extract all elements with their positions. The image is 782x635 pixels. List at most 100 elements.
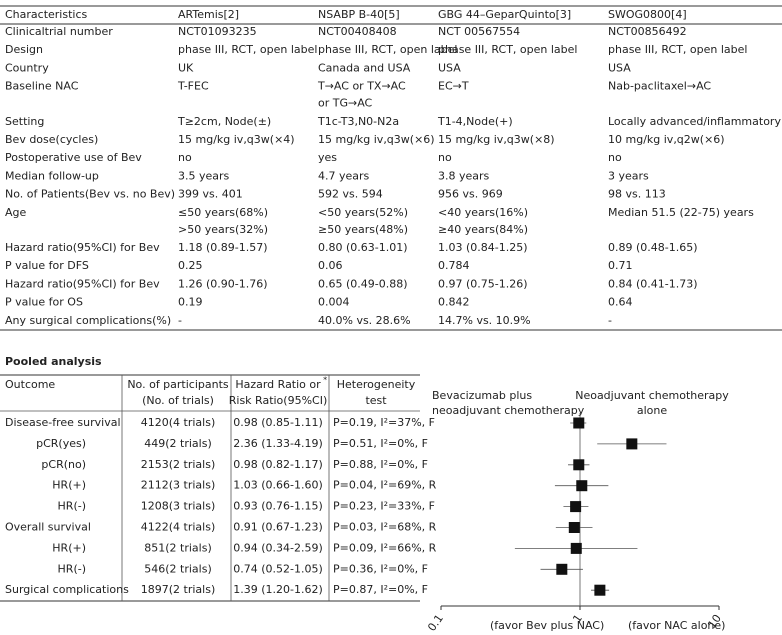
- outcome: Surgical complications: [5, 583, 129, 596]
- table-cell: <40 years(16%): [438, 206, 528, 219]
- table-cell: USA: [608, 61, 631, 74]
- table-cell: Age: [5, 206, 27, 219]
- table-cell: 15 mg/kg iv,q3w(×6): [318, 133, 435, 146]
- table-cell: 0.19: [178, 296, 203, 309]
- table-cell: 1.26 (0.90-1.76): [178, 277, 268, 290]
- table-cell: T1-4,Node(+): [437, 115, 513, 128]
- header-cell: NSABP B-40[5]: [318, 8, 400, 21]
- participants: 449(2 trials): [144, 437, 212, 450]
- forest-left-label: (favor Bev plus NAC): [490, 619, 604, 632]
- participants: 4120(4 trials): [141, 416, 216, 429]
- table-cell: >50 years(32%): [178, 223, 268, 236]
- table-cell: T-FEC: [177, 80, 209, 93]
- table-cell: T1c-T3,N0-N2a: [317, 115, 399, 128]
- outcome: Disease-free survival: [5, 416, 121, 429]
- table-cell: Any surgical complications(%): [5, 314, 171, 327]
- table-cell: 0.89 (0.48-1.65): [608, 241, 698, 254]
- table-cell: ≥40 years(84%): [438, 223, 528, 236]
- table-cell: T→AC or TX→AC: [317, 80, 406, 93]
- forest-left-header: Bevacizumab plus: [432, 389, 532, 402]
- table-cell: 399 vs. 401: [178, 188, 243, 201]
- pooled-header: Outcome: [5, 378, 55, 391]
- participants: 1897(2 trials): [141, 583, 216, 596]
- table-cell: 0.71: [608, 259, 633, 272]
- ratio: 0.74 (0.52-1.05): [233, 562, 323, 575]
- heterogeneity: P=0.03, I²=68%, R: [333, 521, 437, 534]
- pooled-header: No. of participants: [127, 378, 229, 391]
- heterogeneity: P=0.04, I²=69%, R: [333, 479, 437, 492]
- table-cell: Clinicaltrial number: [5, 25, 113, 38]
- table-cell: NCT01093235: [178, 25, 257, 38]
- pooled-header: Hazard Ratio or: [235, 378, 321, 391]
- table-cell: 0.06: [318, 259, 343, 272]
- table-cell: 0.842: [438, 296, 470, 309]
- table-cell: 15 mg/kg iv,q3w(×8): [438, 133, 555, 146]
- ratio: 2.36 (1.33-4.19): [233, 437, 323, 450]
- table-cell: Bev dose(cycles): [5, 133, 98, 146]
- participants: 851(2 trials): [144, 541, 212, 554]
- table-cell: Postoperative use of Bev: [5, 151, 142, 164]
- ratio: 0.91 (0.67-1.23): [233, 521, 323, 534]
- outcome: HR(+): [52, 479, 86, 492]
- note-mark: *: [323, 376, 327, 385]
- ratio: 0.98 (0.82-1.17): [233, 458, 323, 471]
- table-cell: 3 years: [608, 169, 649, 182]
- table-cell: Locally advanced/inflammatory: [608, 115, 781, 128]
- forest-left-header: neoadjuvant chemotherapy: [432, 404, 585, 417]
- estimate-square: [573, 459, 585, 471]
- table-cell: 956 vs. 969: [438, 188, 503, 201]
- estimate-square: [556, 563, 568, 575]
- outcome: HR(-): [58, 562, 86, 575]
- ratio: 0.94 (0.34-2.59): [233, 541, 323, 554]
- participants: 2153(2 trials): [141, 458, 216, 471]
- table-cell: NCT00408408: [318, 25, 397, 38]
- ratio: 0.93 (0.76-1.15): [233, 500, 323, 513]
- heterogeneity: P=0.19, I²=37%, F: [333, 416, 435, 429]
- table-cell: 1.03 (0.84-1.25): [438, 241, 528, 254]
- ratio: 0.98 (0.85-1.11): [233, 416, 323, 429]
- table-cell: No. of Patients(Bev vs. no Bev): [5, 188, 175, 201]
- table-cell: Country: [5, 61, 49, 74]
- table-cell: 0.784: [438, 259, 470, 272]
- table-cell: 0.84 (0.41-1.73): [608, 277, 698, 290]
- table-cell: 4.7 years: [318, 169, 370, 182]
- pooled-header: test: [365, 394, 387, 407]
- table-cell: NCT 00567554: [438, 25, 520, 38]
- estimate-square: [568, 522, 580, 533]
- ratio: 1.03 (0.66-1.60): [233, 479, 323, 492]
- table-cell: 592 vs. 594: [318, 188, 383, 201]
- header-cell: GBG 44–GeparQuinto[3]: [438, 8, 571, 21]
- table-cell: USA: [438, 61, 461, 74]
- table-cell: 15 mg/kg iv,q3w(×4): [178, 133, 295, 146]
- heterogeneity: P=0.36, I²=0%, F: [333, 562, 428, 575]
- table-cell: 3.8 years: [438, 169, 490, 182]
- outcome: HR(+): [52, 541, 86, 554]
- table-cell: T≥2cm, Node(±): [177, 115, 271, 128]
- table-cell: 1.18 (0.89-1.57): [178, 241, 268, 254]
- table-cell: no: [608, 151, 622, 164]
- header-cell: Characteristics: [5, 8, 88, 21]
- table-cell: UK: [178, 61, 194, 74]
- table-cell: phase III, RCT, open label: [608, 43, 747, 56]
- table-cell: P value for OS: [5, 296, 83, 309]
- table-cell: or TG→AC: [318, 97, 373, 110]
- pooled-header: Heterogeneity: [337, 378, 416, 391]
- table-cell: 10 mg/kg iv,q2w(×6): [608, 133, 725, 146]
- table-cell: Design: [5, 43, 43, 56]
- table-cell: no: [178, 151, 192, 164]
- table-cell: Baseline NAC: [5, 80, 79, 93]
- participants: 1208(3 trials): [141, 500, 216, 513]
- table-cell: Nab-paclitaxel→AC: [608, 80, 711, 93]
- table-cell: 0.004: [318, 296, 350, 309]
- table-cell: Hazard ratio(95%CI) for Bev: [5, 277, 160, 290]
- table-cell: EC→T: [438, 80, 469, 93]
- estimate-square: [570, 501, 582, 513]
- outcome: HR(-): [58, 500, 86, 513]
- pooled-header: Risk Ratio(95%CI): [229, 394, 328, 407]
- table-cell: P value for DFS: [5, 259, 89, 272]
- estimate-square: [626, 438, 638, 450]
- estimate-square: [570, 542, 582, 554]
- table-cell: ≤50 years(68%): [178, 206, 268, 219]
- participants: 4122(4 trials): [141, 521, 216, 534]
